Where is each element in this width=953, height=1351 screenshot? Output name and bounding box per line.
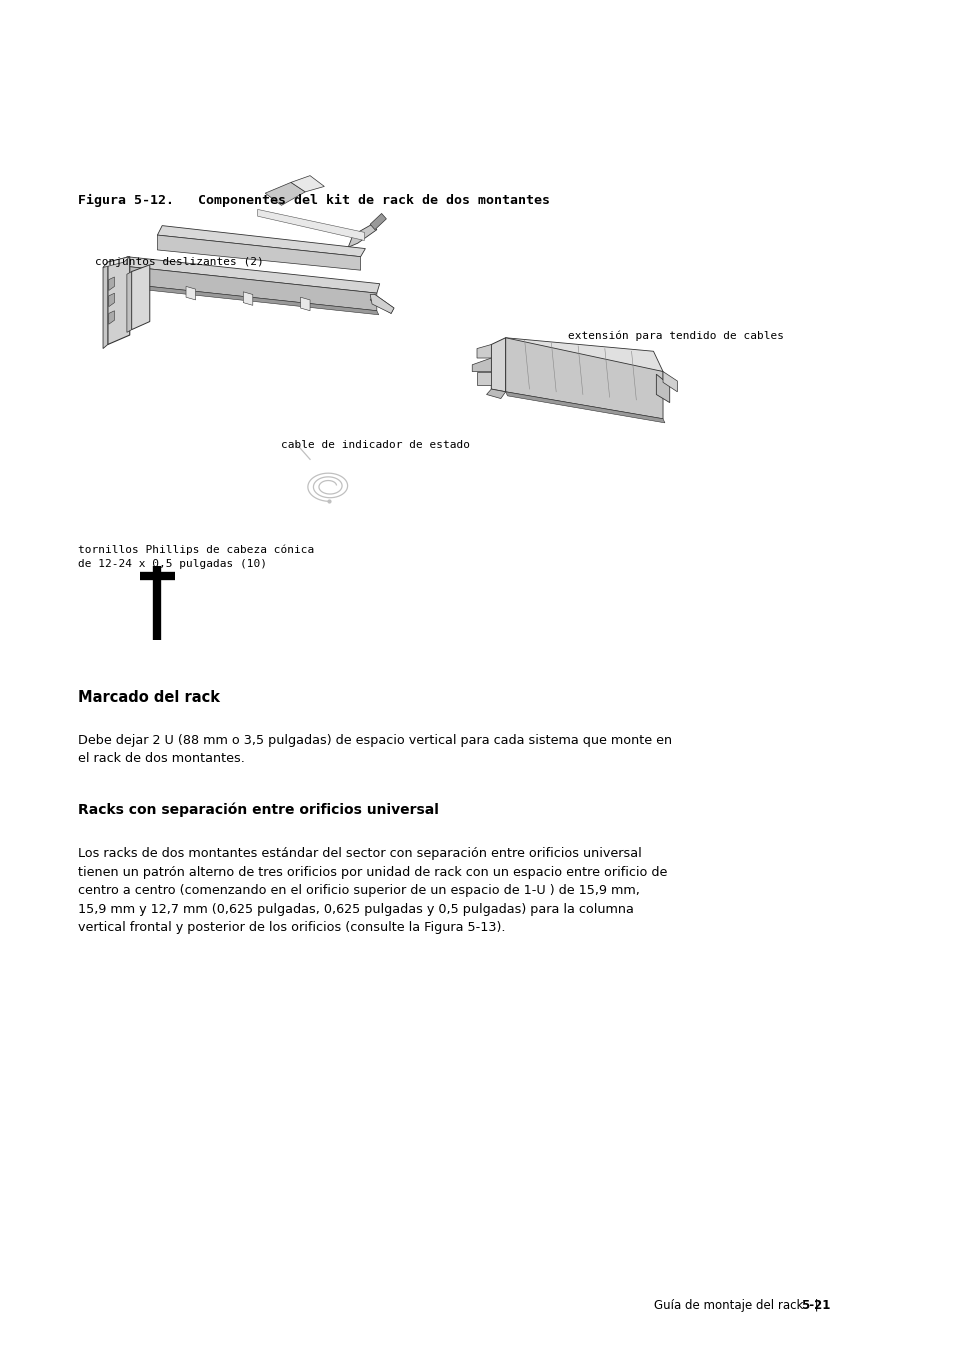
Text: Figura 5-12.   Componentes del kit de rack de dos montantes: Figura 5-12. Componentes del kit de rack… [78,195,550,207]
Polygon shape [300,297,310,311]
Polygon shape [124,266,376,311]
Polygon shape [370,213,386,230]
Polygon shape [491,338,505,392]
Polygon shape [348,224,376,247]
Polygon shape [103,257,130,267]
Polygon shape [505,338,662,419]
Polygon shape [124,257,379,293]
Text: conjuntos deslizantes (2): conjuntos deslizantes (2) [95,257,264,266]
Polygon shape [265,182,305,205]
Text: tornillos Phillips de cabeza cónica
de 12-24 x 0,5 pulgadas (10): tornillos Phillips de cabeza cónica de 1… [78,544,314,569]
Polygon shape [127,272,132,332]
Polygon shape [243,292,253,305]
Polygon shape [370,295,394,313]
Polygon shape [505,338,662,372]
Polygon shape [109,311,114,324]
Text: extensión para tendido de cables: extensión para tendido de cables [567,331,782,342]
Text: 5-21: 5-21 [800,1300,829,1313]
Polygon shape [476,345,491,358]
Polygon shape [186,286,195,300]
Text: Racks con separación entre orificios universal: Racks con separación entre orificios uni… [78,802,438,817]
Polygon shape [370,295,394,313]
Polygon shape [476,372,491,385]
Polygon shape [109,293,114,307]
Polygon shape [124,284,378,315]
Polygon shape [257,209,364,240]
Polygon shape [108,257,130,345]
Text: Debe dejar 2 U (88 mm o 3,5 pulgadas) de espacio vertical para cada sistema que : Debe dejar 2 U (88 mm o 3,5 pulgadas) de… [78,734,672,765]
Polygon shape [291,176,324,192]
Polygon shape [656,374,669,403]
Text: cable de indicador de estado: cable de indicador de estado [281,440,470,450]
Polygon shape [157,226,365,257]
Text: Marcado del rack: Marcado del rack [78,690,220,705]
Polygon shape [505,392,664,423]
Polygon shape [486,389,505,399]
Text: Los racks de dos montantes estándar del sector con separación entre orificios un: Los racks de dos montantes estándar del … [78,847,667,934]
Polygon shape [157,235,360,270]
Polygon shape [662,372,677,392]
Polygon shape [472,358,491,372]
Polygon shape [103,262,108,349]
Text: Guía de montaje del rack   |: Guía de montaje del rack | [654,1300,829,1313]
Polygon shape [109,277,114,290]
Polygon shape [132,265,150,330]
